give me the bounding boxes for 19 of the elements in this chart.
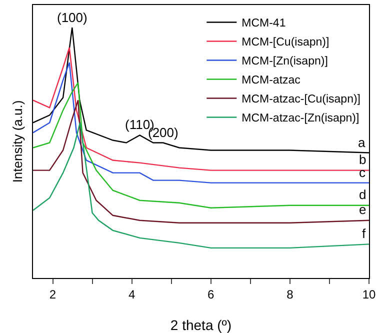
x-tick-label: 2 (49, 288, 56, 302)
legend-label: MCM-41 (242, 18, 286, 30)
legend-label: MCM-[Cu(isapn)] (242, 36, 330, 49)
x-tick-label: 8 (286, 288, 294, 302)
annotation: e (359, 202, 366, 217)
annotation: (100) (57, 10, 88, 25)
y-axis-title: Intensity (a.u.) (10, 100, 25, 183)
annotation: b (359, 152, 366, 167)
annotation: d (359, 187, 366, 202)
x-tick-label: 10 (362, 288, 376, 302)
annotation: f (362, 226, 366, 241)
x-tick-label: 6 (208, 288, 215, 302)
legend-label: MCM-atzac (242, 74, 301, 87)
annotation: a (358, 135, 366, 150)
x-axis-title: 2 theta (º) (170, 317, 232, 333)
legend-label: MCM-atzac-[Zn(isapn)] (242, 112, 360, 125)
x-tick-label: 4 (128, 288, 136, 302)
legend-label: MCM-[Zn(isapn)] (242, 56, 328, 68)
legend-label: MCM-atzac-[Cu(isapn)] (242, 94, 360, 106)
